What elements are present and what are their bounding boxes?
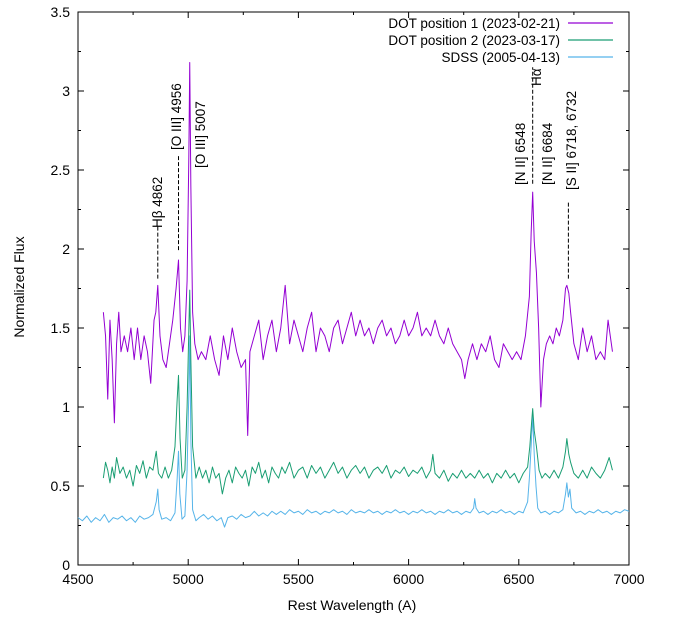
legend: DOT position 1 (2023-02-21) DOT position … xyxy=(388,16,613,65)
legend-label: SDSS (2005-04-13) xyxy=(441,50,560,65)
series-line-3 xyxy=(77,335,630,528)
annotation-label: [N II] 6684 xyxy=(540,122,555,185)
plot-border xyxy=(77,11,630,566)
x-tick-label: 5500 xyxy=(283,571,314,587)
axis-layer: 4500 5000 5500 6000 6500 7000 0 0.5 1 1.5 2 2.5 3 3.5 xyxy=(51,4,645,587)
y-tick-label: 0 xyxy=(62,557,70,573)
y-tick-label: 0.5 xyxy=(51,478,71,494)
annotation-label: [O III] 4956 xyxy=(169,83,184,150)
x-axis-title: Rest Wavelength (A) xyxy=(288,597,417,613)
annotation-layer: Hβ 4862 [O III] 4956 [O III] 5007 [N II] 65… xyxy=(150,67,579,279)
annotation-label: [S II] 6718, 6732 xyxy=(564,91,579,190)
series-line-2 xyxy=(102,289,613,495)
x-tick-label: 4500 xyxy=(62,571,93,587)
y-tick-label: 2 xyxy=(62,241,70,257)
x-tick-label: 6000 xyxy=(393,571,424,587)
legend-label: DOT position 1 (2023-02-21) xyxy=(388,16,560,31)
y-tick-label: 3 xyxy=(62,83,70,99)
y-tick-label: 1.5 xyxy=(51,320,71,336)
legend-label: DOT position 2 (2023-03-17) xyxy=(388,33,560,48)
y-axis-title: Normalized Flux xyxy=(11,236,27,337)
x-tick-label: 6500 xyxy=(503,571,534,587)
x-tick-label: 5000 xyxy=(173,571,204,587)
y-tick-label: 1 xyxy=(62,399,70,415)
x-tick-label: 7000 xyxy=(613,571,644,587)
plot-frame xyxy=(77,11,630,566)
annotation-label: Hβ 4862 xyxy=(150,177,165,228)
y-tick-label: 2.5 xyxy=(51,162,71,178)
annotation-label: [N II] 6548 xyxy=(513,123,528,185)
series-layer xyxy=(77,62,630,528)
annotation-label: [O III] 5007 xyxy=(193,101,208,168)
y-tick-label: 3.5 xyxy=(51,4,71,20)
series-line-1 xyxy=(102,62,613,436)
annotation-label: Hα xyxy=(529,68,544,86)
